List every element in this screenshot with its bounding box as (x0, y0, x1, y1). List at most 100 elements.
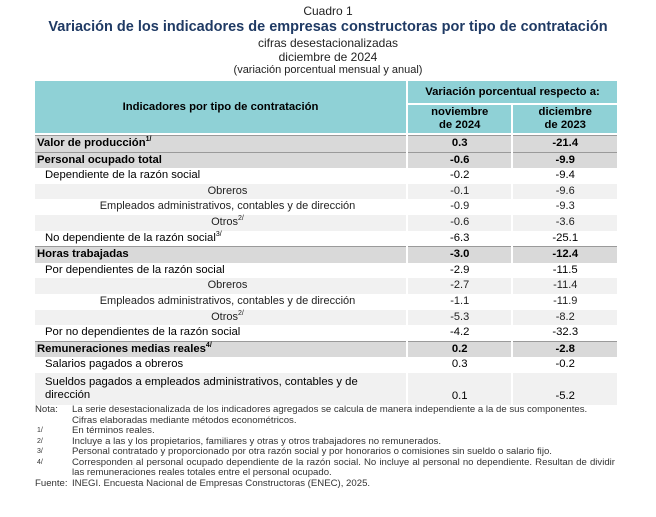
value-vs-nov-2024: -0.1 (405, 183, 514, 200)
row-label: Dependiente de la razón social (35, 168, 407, 184)
value-vs-dec-2023: -0.2 (555, 358, 575, 371)
row-label: Remuneraciones medias reales4/ (35, 340, 407, 358)
row-label: Por dependientes de la razón social (35, 263, 407, 279)
footnote: 1/En términos reales. (35, 425, 615, 437)
table-body: Valor de producción1/0.3 -21.4 Personal oc… (35, 135, 617, 405)
value-vs-dec-2023: -11.5 (552, 263, 578, 276)
row-label: Por no dependientes de la razón social (35, 325, 407, 341)
table-row: Dependiente de la razón social -0.2 -9.4 (35, 168, 617, 184)
row-label: Salarios pagados a obreros (35, 357, 407, 373)
row-label-text: Otros (211, 310, 239, 323)
column-header-line: de 2024 (438, 119, 481, 131)
value-vs-nov-2024: -0.6 (405, 151, 514, 169)
column-header-line: noviembre (431, 106, 489, 118)
footnote-ref: 3/ (215, 230, 222, 238)
row-label-text: Horas trabajadas (37, 248, 129, 261)
row-label-text: Empleados administrativos, contables y d… (99, 294, 356, 307)
table-row: Salarios pagados a obreros 0.3 -0.2 (35, 357, 617, 373)
row-label-text: Dependiente de la razón social (45, 169, 201, 182)
value-vs-dec-2023: -3.6 (512, 214, 617, 231)
row-label-text: Remuneraciones medias reales (37, 342, 206, 355)
value-vs-dec-2023: -2.8 (512, 340, 617, 358)
note-main: Nota: La serie desestacionalizada de los… (35, 404, 615, 416)
footnote: 4/Corresponden al personal ocupado depen… (35, 457, 615, 479)
footnote: 3/Personal contratado y proporcionado po… (35, 446, 615, 458)
row-label-text: No dependiente de la razón social (45, 231, 216, 244)
table-row: Empleados administrativos, contables y d… (35, 199, 617, 215)
value-vs-nov-2024: -0.2 (405, 168, 514, 184)
table-row: Por no dependientes de la razón social -4… (35, 325, 617, 342)
table-units-note: (variación porcentual mensual y anual) (233, 64, 423, 76)
footnotes-list: 1/En términos reales. 2/Incluye a las y l… (35, 425, 615, 479)
value-vs-dec-2023: -9.9 (512, 151, 617, 169)
footnote-text: En términos reales. (72, 425, 155, 436)
row-label: Empleados administrativos, contables y d… (35, 294, 407, 310)
value-vs-nov-2024: -0.6 (405, 214, 514, 231)
footnote-ref: 4/ (205, 341, 212, 349)
table-row: Remuneraciones medias reales4/0.2 -2.8 (35, 340, 617, 358)
row-label: No dependiente de la razón social3/ (35, 231, 407, 247)
value-vs-dec-2023: -11.9 (553, 294, 578, 307)
value-vs-dec-2023: -9.4 (555, 169, 575, 182)
value-vs-nov-2024: -6.3 (405, 230, 514, 247)
table-row: Obreros -0.1 -9.6 (35, 183, 617, 200)
table-row: Personal ocupado total -0.6 -9.9 (35, 151, 617, 169)
footnote-text: Personal contratado y proporcionado por … (72, 446, 552, 457)
footnote-key: 2/ (37, 437, 43, 445)
source-key: Fuente: (35, 477, 68, 489)
indicators-table: Indicadores por tipo de contratación Var… (35, 81, 617, 405)
note-text: La serie desestacionalizada de los indic… (72, 404, 588, 415)
value-vs-dec-2023: -25.1 (552, 231, 579, 244)
source-text: INEGI. Encuesta Nacional de Empresas Con… (72, 477, 371, 489)
row-label: Horas trabajadas (35, 246, 407, 263)
row-label-text: Empleados administrativos, contables y d… (99, 200, 356, 213)
footnote: 2/Incluye a las y los propietarios, fami… (35, 435, 615, 448)
footnote-key: 3/ (37, 448, 43, 455)
note-text-2: Cifras elaboradas mediante métodos econo… (72, 414, 297, 426)
value-vs-nov-2024: 0.2 (405, 340, 514, 358)
source-note: Fuente: INEGI. Encuesta Nacional de Empr… (35, 477, 615, 490)
table-number: Cuadro 1 (303, 4, 353, 18)
table-row: Obreros -2.7 -11.4 (35, 278, 617, 294)
table-row: No dependiente de la razón social3/-6.3-… (35, 230, 617, 247)
row-label: Otros2/ (35, 309, 407, 326)
value-vs-dec-2023: -9.3 (555, 200, 575, 213)
footnote-ref: 2/ (238, 309, 244, 317)
value-vs-nov-2024: -2.9 (405, 262, 514, 279)
table-row: Otros2/-0.6 -3.6 (35, 214, 617, 231)
row-label: Otros2/ (35, 214, 407, 231)
row-label: Sueldos pagados a empleados administrati… (35, 372, 407, 405)
footnote-key: 1/ (37, 427, 43, 434)
value-vs-nov-2024: 0.3 (405, 135, 514, 153)
footnote-text: Incluye a las y los propietarios, famili… (72, 435, 441, 447)
table-row: Otros2/-5.3 -8.2 (35, 309, 617, 326)
value-vs-nov-2024: -3.0 (405, 246, 514, 263)
value-vs-dec-2023: -32.3 (552, 326, 579, 339)
row-label-text: Sueldos pagados a empleados administrati… (45, 375, 358, 401)
row-label-text: Obreros (207, 184, 248, 197)
footnote-ref: 2/ (238, 214, 244, 222)
row-label-text: Salarios pagados a obreros (45, 358, 184, 371)
value-vs-dec-2023: -8.2 (512, 309, 617, 326)
row-label-text: Por dependientes de la razón social (45, 263, 225, 276)
column-group-header: Variación porcentual respecto a: (406, 81, 617, 105)
row-label: Obreros (35, 183, 407, 200)
footnote-ref: 1/ (145, 136, 152, 143)
row-label: Obreros (35, 278, 407, 294)
row-label-text: Obreros (207, 279, 248, 292)
column-header-nov-2024: noviembre de 2024 (406, 104, 514, 133)
row-label: Valor de producción1/ (35, 135, 407, 153)
value-vs-nov-2024: 0.3 (405, 357, 514, 373)
table-row: Valor de producción1/0.3 -21.4 (35, 135, 617, 153)
note-key: Nota: (35, 404, 58, 415)
value-vs-dec-2023: -21.4 (512, 135, 617, 153)
value-vs-nov-2024: -1.1 (405, 293, 514, 310)
value-vs-nov-2024: 0.1 (405, 372, 514, 405)
footnote-key: 4/ (37, 458, 43, 466)
column-header-indicators: Indicadores por tipo de contratación (35, 81, 408, 133)
value-vs-dec-2023: -11.4 (512, 278, 617, 294)
table-row: Por dependientes de la razón social -2.9 -… (35, 262, 617, 279)
row-label: Personal ocupado total (35, 151, 407, 169)
value-vs-nov-2024: -0.9 (405, 199, 514, 215)
